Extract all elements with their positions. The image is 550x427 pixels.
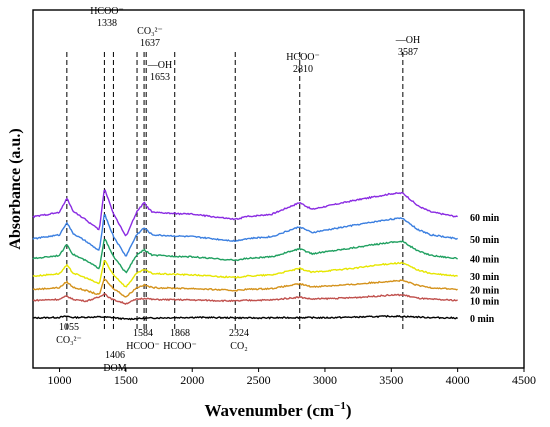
series-label: 10 min	[470, 296, 500, 307]
series-group	[32, 189, 459, 321]
x-tick-label: 1000	[48, 373, 72, 387]
bottom-annotation-value: 1055	[59, 322, 79, 333]
x-axis-title-sup: −1	[334, 400, 346, 412]
top-annotation-label: —OH	[147, 60, 172, 71]
top-annotation-label: HCOO⁻	[90, 6, 124, 17]
top-annotation-label: CO₃²⁻	[137, 26, 163, 37]
x-tick-label: 3500	[379, 373, 403, 387]
x-tick-label: 1500	[114, 373, 138, 387]
top-annotation-value: 1637	[140, 38, 160, 49]
x-axis-title: Wavenumber (cm−1)	[205, 400, 352, 420]
top-annotation-label: HCOO⁻	[286, 52, 320, 63]
series-line	[32, 314, 459, 321]
x-tick-label: 4500	[512, 373, 536, 387]
series-label: 20 min	[470, 285, 500, 296]
series-label: 30 min	[470, 272, 500, 283]
x-tick-label: 3000	[313, 373, 337, 387]
top-annotation-value: 2810	[293, 64, 313, 75]
bottom-annotation-value: 1406	[105, 350, 125, 361]
series-line	[32, 259, 459, 288]
x-tick-label: 2500	[247, 373, 271, 387]
y-axis-title: Absorbance (a.u.)	[7, 128, 24, 249]
top-annotation-value: 3587	[398, 47, 418, 58]
bottom-annotation-label: DOM	[103, 363, 126, 374]
bottom-annotations: 1055 CO₃²⁻ 1406 DOM 1584 HCOO⁻ 1868 HCOO⁻ 2324 CO…	[56, 322, 249, 374]
series-label: 50 min	[470, 235, 500, 246]
bottom-annotation-value: 1868	[170, 328, 190, 339]
series-label: 0 min	[470, 314, 495, 325]
x-axis-ticks: 1000 1500 2000 2500 3000 3500 4000 4500	[48, 368, 536, 387]
series-label: 60 min	[470, 213, 500, 224]
bottom-annotation-value: 2324	[229, 328, 249, 339]
top-annotation-value: 1338	[97, 18, 117, 29]
x-tick-label: 4000	[446, 373, 470, 387]
top-annotation-label: —OH	[395, 35, 420, 46]
plot-frame	[32, 9, 525, 369]
x-axis-title-end: )	[346, 401, 352, 420]
series-line	[32, 189, 459, 237]
bottom-annotation-value: 1584	[133, 328, 153, 339]
top-annotation-value: 1653	[150, 72, 170, 83]
x-axis-title-text: Wavenumber (cm	[205, 401, 335, 420]
dashed-reference-lines	[66, 52, 404, 330]
bottom-annotation-label: CO₃²⁻	[56, 335, 82, 346]
series-line	[32, 293, 458, 305]
series-line	[32, 238, 459, 274]
series-line	[32, 214, 459, 257]
x-tick-label: 2000	[180, 373, 204, 387]
top-annotations: HCOO⁻1338CO₃²⁻1637—OH1653HCOO⁻2810—OH358…	[90, 6, 420, 83]
series-label: 40 min	[470, 255, 500, 266]
series-line	[32, 277, 458, 298]
bottom-annotation-label: HCOO⁻	[163, 341, 197, 352]
bottom-annotation-label: HCOO⁻	[126, 341, 160, 352]
bottom-annotation-label: CO₂	[230, 341, 247, 352]
